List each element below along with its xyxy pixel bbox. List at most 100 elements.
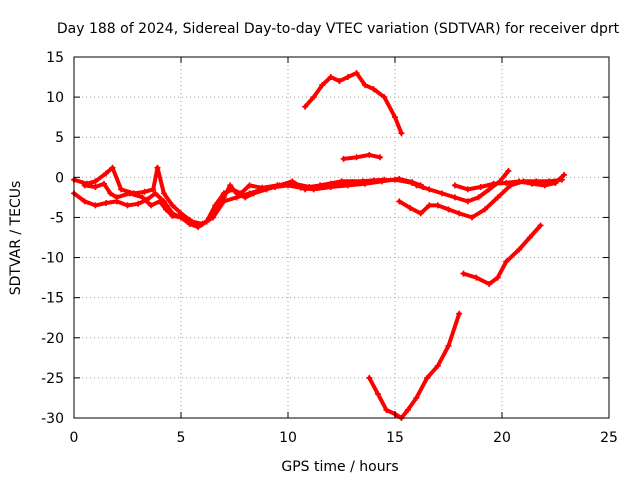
data-point	[413, 182, 420, 189]
data-point	[417, 210, 424, 217]
data-point	[100, 180, 107, 187]
data-point	[169, 202, 176, 209]
data-point	[456, 210, 463, 217]
series-line	[341, 152, 382, 161]
y-tick-label: -30	[41, 411, 64, 427]
series-line	[367, 311, 462, 420]
data-point	[396, 198, 403, 205]
data-point	[370, 86, 377, 93]
y-tick-label: -20	[41, 331, 64, 347]
plot-frame	[73, 56, 610, 419]
data-point	[336, 78, 343, 85]
data-point	[150, 186, 157, 193]
data-point	[505, 167, 512, 174]
data-point	[434, 362, 441, 369]
data-point	[392, 114, 398, 121]
data-point	[233, 194, 240, 201]
data-point	[154, 164, 161, 171]
data-series	[71, 70, 568, 421]
data-point	[310, 186, 317, 193]
data-point	[188, 218, 195, 225]
series-track-j	[366, 310, 463, 421]
data-point	[456, 310, 463, 317]
data-point	[409, 179, 416, 186]
y-tick-label: 5	[55, 130, 64, 146]
data-point	[220, 198, 227, 205]
data-point	[81, 182, 88, 189]
series-line	[303, 71, 404, 136]
data-point	[451, 194, 458, 201]
data-point	[319, 82, 326, 89]
x-tick-label: 0	[70, 430, 79, 446]
data-point	[481, 206, 488, 213]
data-point	[406, 204, 413, 211]
data-point	[353, 70, 360, 77]
data-point	[199, 220, 206, 227]
data-point	[81, 198, 88, 205]
data-point	[327, 183, 334, 190]
x-axis-title: GPS time / hours	[281, 459, 398, 475]
data-point	[528, 180, 535, 187]
data-point	[503, 179, 510, 186]
data-point	[92, 202, 99, 209]
series-line	[452, 172, 567, 192]
data-point	[139, 194, 146, 201]
series-track-e	[340, 151, 384, 162]
data-point	[460, 270, 467, 277]
y-tick-label: -15	[41, 291, 64, 307]
x-tick-label: 20	[493, 430, 511, 446]
data-point	[327, 74, 334, 81]
data-point	[152, 190, 159, 197]
x-tick-label: 10	[279, 430, 297, 446]
axis-ticks: 0 5 10 15 20 25 -30 -25 -20 -15 -10 -5 0 5 10 15	[41, 50, 618, 446]
data-point	[424, 374, 431, 381]
data-point	[413, 394, 420, 401]
data-point	[366, 151, 373, 158]
data-point	[195, 224, 202, 231]
data-point	[464, 198, 471, 205]
data-point	[439, 190, 446, 197]
data-point	[148, 202, 155, 209]
data-point	[338, 178, 345, 185]
data-point	[537, 222, 544, 229]
data-point	[426, 202, 433, 209]
data-point	[379, 178, 386, 185]
data-point	[156, 198, 163, 205]
data-point	[118, 186, 125, 193]
data-point	[383, 406, 390, 413]
series-track-c	[81, 175, 424, 227]
data-point	[473, 274, 480, 281]
data-point	[494, 194, 501, 201]
data-point	[340, 155, 347, 162]
y-tick-label: 15	[46, 50, 64, 66]
data-point	[103, 200, 110, 207]
data-point	[486, 186, 493, 193]
data-point	[451, 182, 458, 189]
data-point	[434, 202, 441, 209]
data-point	[490, 180, 497, 187]
data-point	[109, 164, 116, 171]
data-point	[362, 180, 369, 187]
data-point	[289, 178, 296, 185]
y-tick-label: 0	[55, 170, 64, 186]
data-point	[516, 246, 523, 253]
data-point	[227, 182, 234, 189]
data-point	[561, 171, 568, 178]
data-point	[541, 182, 548, 189]
data-point	[113, 194, 120, 201]
x-tick-label: 15	[386, 430, 404, 446]
data-point	[163, 206, 170, 213]
data-point	[126, 190, 133, 197]
data-point	[374, 390, 381, 397]
data-point	[246, 182, 253, 189]
y-tick-label: -5	[50, 210, 64, 226]
data-point	[353, 154, 360, 161]
data-point	[169, 212, 176, 219]
chart-title: Day 188 of 2024, Sidereal Day-to-day VTE…	[57, 21, 620, 37]
data-point	[246, 190, 253, 197]
data-point	[344, 74, 351, 81]
data-point	[310, 94, 317, 101]
data-point	[445, 206, 452, 213]
y-tick-label: -25	[41, 371, 64, 387]
